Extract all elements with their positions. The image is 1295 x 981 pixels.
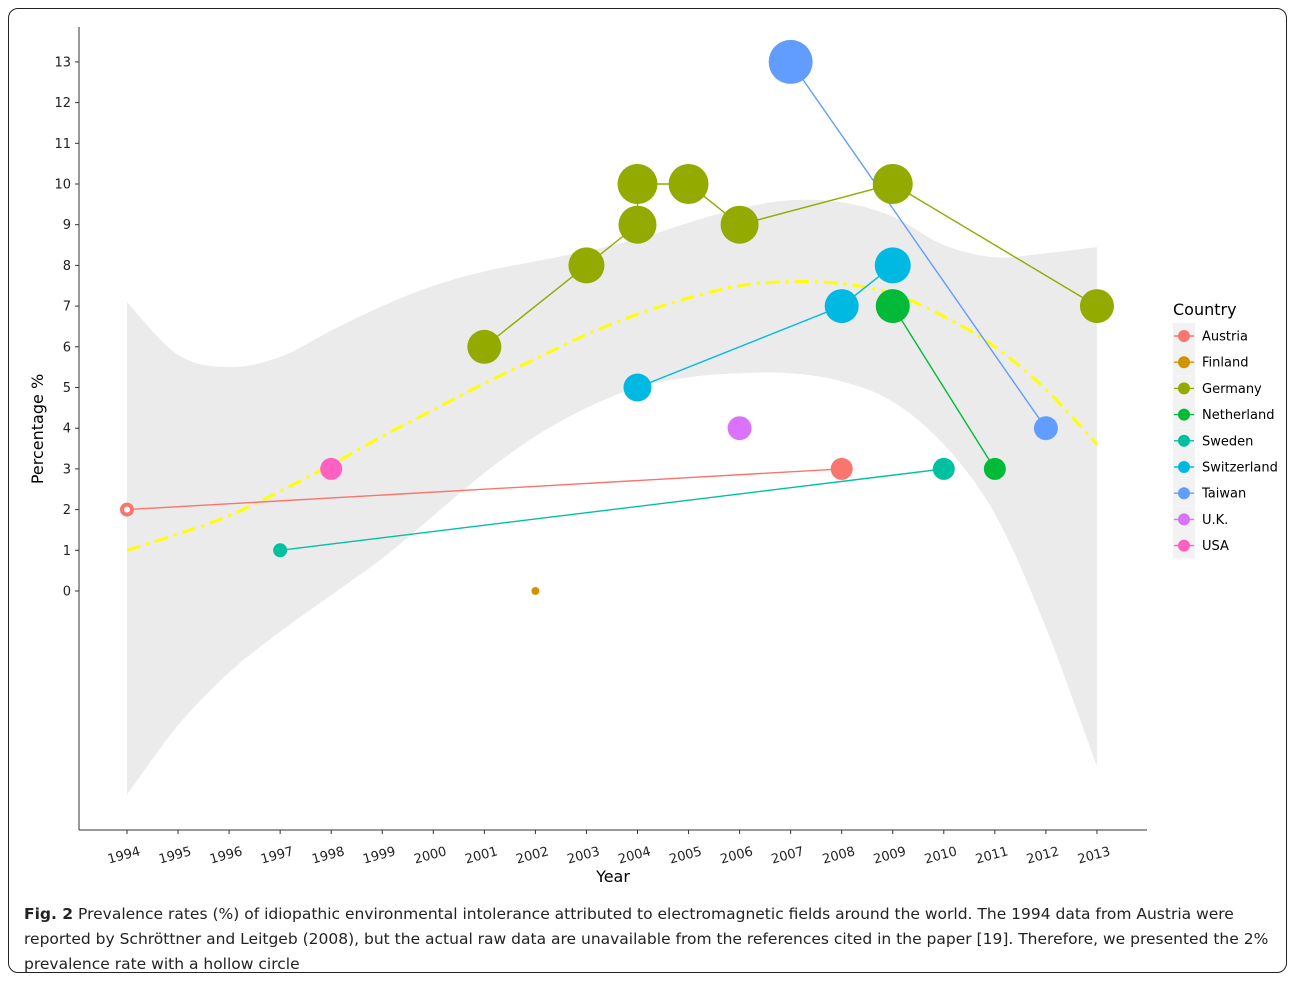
figure-caption: Fig. 2 Prevalence rates (%) of idiopathi…	[24, 902, 1286, 977]
data-point-germany	[467, 330, 501, 364]
legend-title: Country	[1173, 300, 1237, 319]
y-tick-label: 10	[54, 178, 71, 193]
legend-key-dot	[1178, 540, 1190, 552]
data-point-netherland	[876, 289, 910, 323]
data-point-germany	[619, 206, 657, 244]
data-point-switzerland	[875, 247, 911, 283]
y-tick-label: 8	[63, 259, 71, 274]
legend-label: Finland	[1202, 356, 1248, 371]
legend-label: Sweden	[1202, 434, 1253, 449]
x-tick-label: 2002	[515, 844, 551, 867]
y-tick-label: 5	[63, 381, 71, 396]
x-tick-label: 2005	[668, 844, 704, 867]
x-tick-label: 2008	[821, 844, 857, 867]
caption-text: Prevalence rates (%) of idiopathic envir…	[24, 905, 1268, 973]
y-tick-label: 13	[54, 55, 71, 70]
data-point-taiwan	[1034, 416, 1058, 440]
x-axis-title: Year	[595, 867, 630, 886]
y-tick-label: 3	[63, 462, 71, 477]
y-tick-label: 2	[63, 503, 71, 518]
y-tick-label: 12	[54, 96, 71, 111]
data-point-switzerland	[825, 289, 859, 323]
x-tick-label: 2006	[719, 844, 755, 867]
x-tick-label: 2004	[617, 844, 653, 867]
x-tick-label: 2011	[974, 844, 1010, 867]
x-tick-label: 2001	[464, 844, 500, 867]
data-point-germany	[618, 164, 658, 204]
x-tick-label: 2010	[923, 844, 959, 867]
data-point-germany	[873, 164, 913, 204]
data-point-austria	[831, 458, 853, 480]
caption-label: Fig. 2	[24, 905, 73, 923]
data-point-germany	[568, 247, 604, 283]
data-point-germany	[721, 206, 759, 244]
data-point-austria	[122, 505, 132, 515]
y-tick-label: 9	[63, 218, 71, 233]
legend-key-dot	[1178, 382, 1190, 394]
x-tick-label: 2000	[412, 844, 448, 867]
legend-key-dot	[1178, 409, 1190, 421]
legend-key-dot	[1178, 487, 1190, 499]
data-point-sweden	[273, 543, 287, 557]
data-point-usa	[320, 458, 342, 480]
legend-label: Taiwan	[1201, 487, 1246, 502]
y-tick-label: 1	[63, 544, 71, 559]
x-tick-label: 2007	[770, 844, 806, 867]
legend-label: Netherland	[1202, 408, 1274, 423]
x-tick-label: 1996	[208, 844, 244, 867]
legend-label: U.K.	[1202, 513, 1228, 528]
legend-key-dot	[1178, 356, 1190, 368]
x-tick-label: 1998	[310, 844, 346, 867]
data-point-germany	[669, 164, 709, 204]
x-tick-label: 1995	[157, 844, 193, 867]
y-axis-title: Percentage %	[28, 374, 47, 484]
data-point-germany	[1080, 289, 1114, 323]
y-tick-label: 4	[63, 422, 71, 437]
legend-key-dot	[1178, 435, 1190, 447]
legend-key-dot	[1178, 330, 1190, 342]
data-point-uk	[728, 416, 752, 440]
x-tick-label: 1999	[361, 844, 397, 867]
legend-label: Switzerland	[1202, 461, 1278, 476]
x-tick-label: 2012	[1025, 844, 1061, 867]
legend: Country Austria Finland Germany Netherland S…	[1173, 300, 1278, 559]
legend-label: Germany	[1202, 382, 1262, 397]
y-tick-label: 7	[63, 300, 71, 315]
confidence-band	[127, 200, 1097, 795]
legend-key-dot	[1178, 513, 1190, 525]
legend-label: Austria	[1202, 330, 1248, 345]
confidence-band-layer	[127, 200, 1097, 795]
data-point-netherland	[984, 458, 1006, 480]
data-point-finland	[531, 587, 539, 595]
legend-label: USA	[1202, 539, 1229, 554]
x-tick-label: 1994	[106, 844, 142, 867]
y-tick-label: 6	[63, 340, 71, 355]
x-tick-label: 2003	[566, 844, 602, 867]
y-tick-label: 11	[54, 137, 71, 152]
x-tick-label: 2009	[872, 844, 908, 867]
x-tick-label: 2013	[1076, 844, 1112, 867]
x-tick-label: 1997	[259, 844, 295, 867]
figure-frame: 0 1 2 3 4 5 6 7 8 9 10 11 12 13 1994 1995 1996 1997 1998 19…	[8, 8, 1287, 973]
y-tick-label: 0	[63, 585, 71, 600]
legend-key-dot	[1178, 461, 1190, 473]
data-point-sweden	[933, 458, 955, 480]
data-point-switzerland	[624, 374, 652, 402]
data-point-taiwan	[769, 40, 813, 84]
